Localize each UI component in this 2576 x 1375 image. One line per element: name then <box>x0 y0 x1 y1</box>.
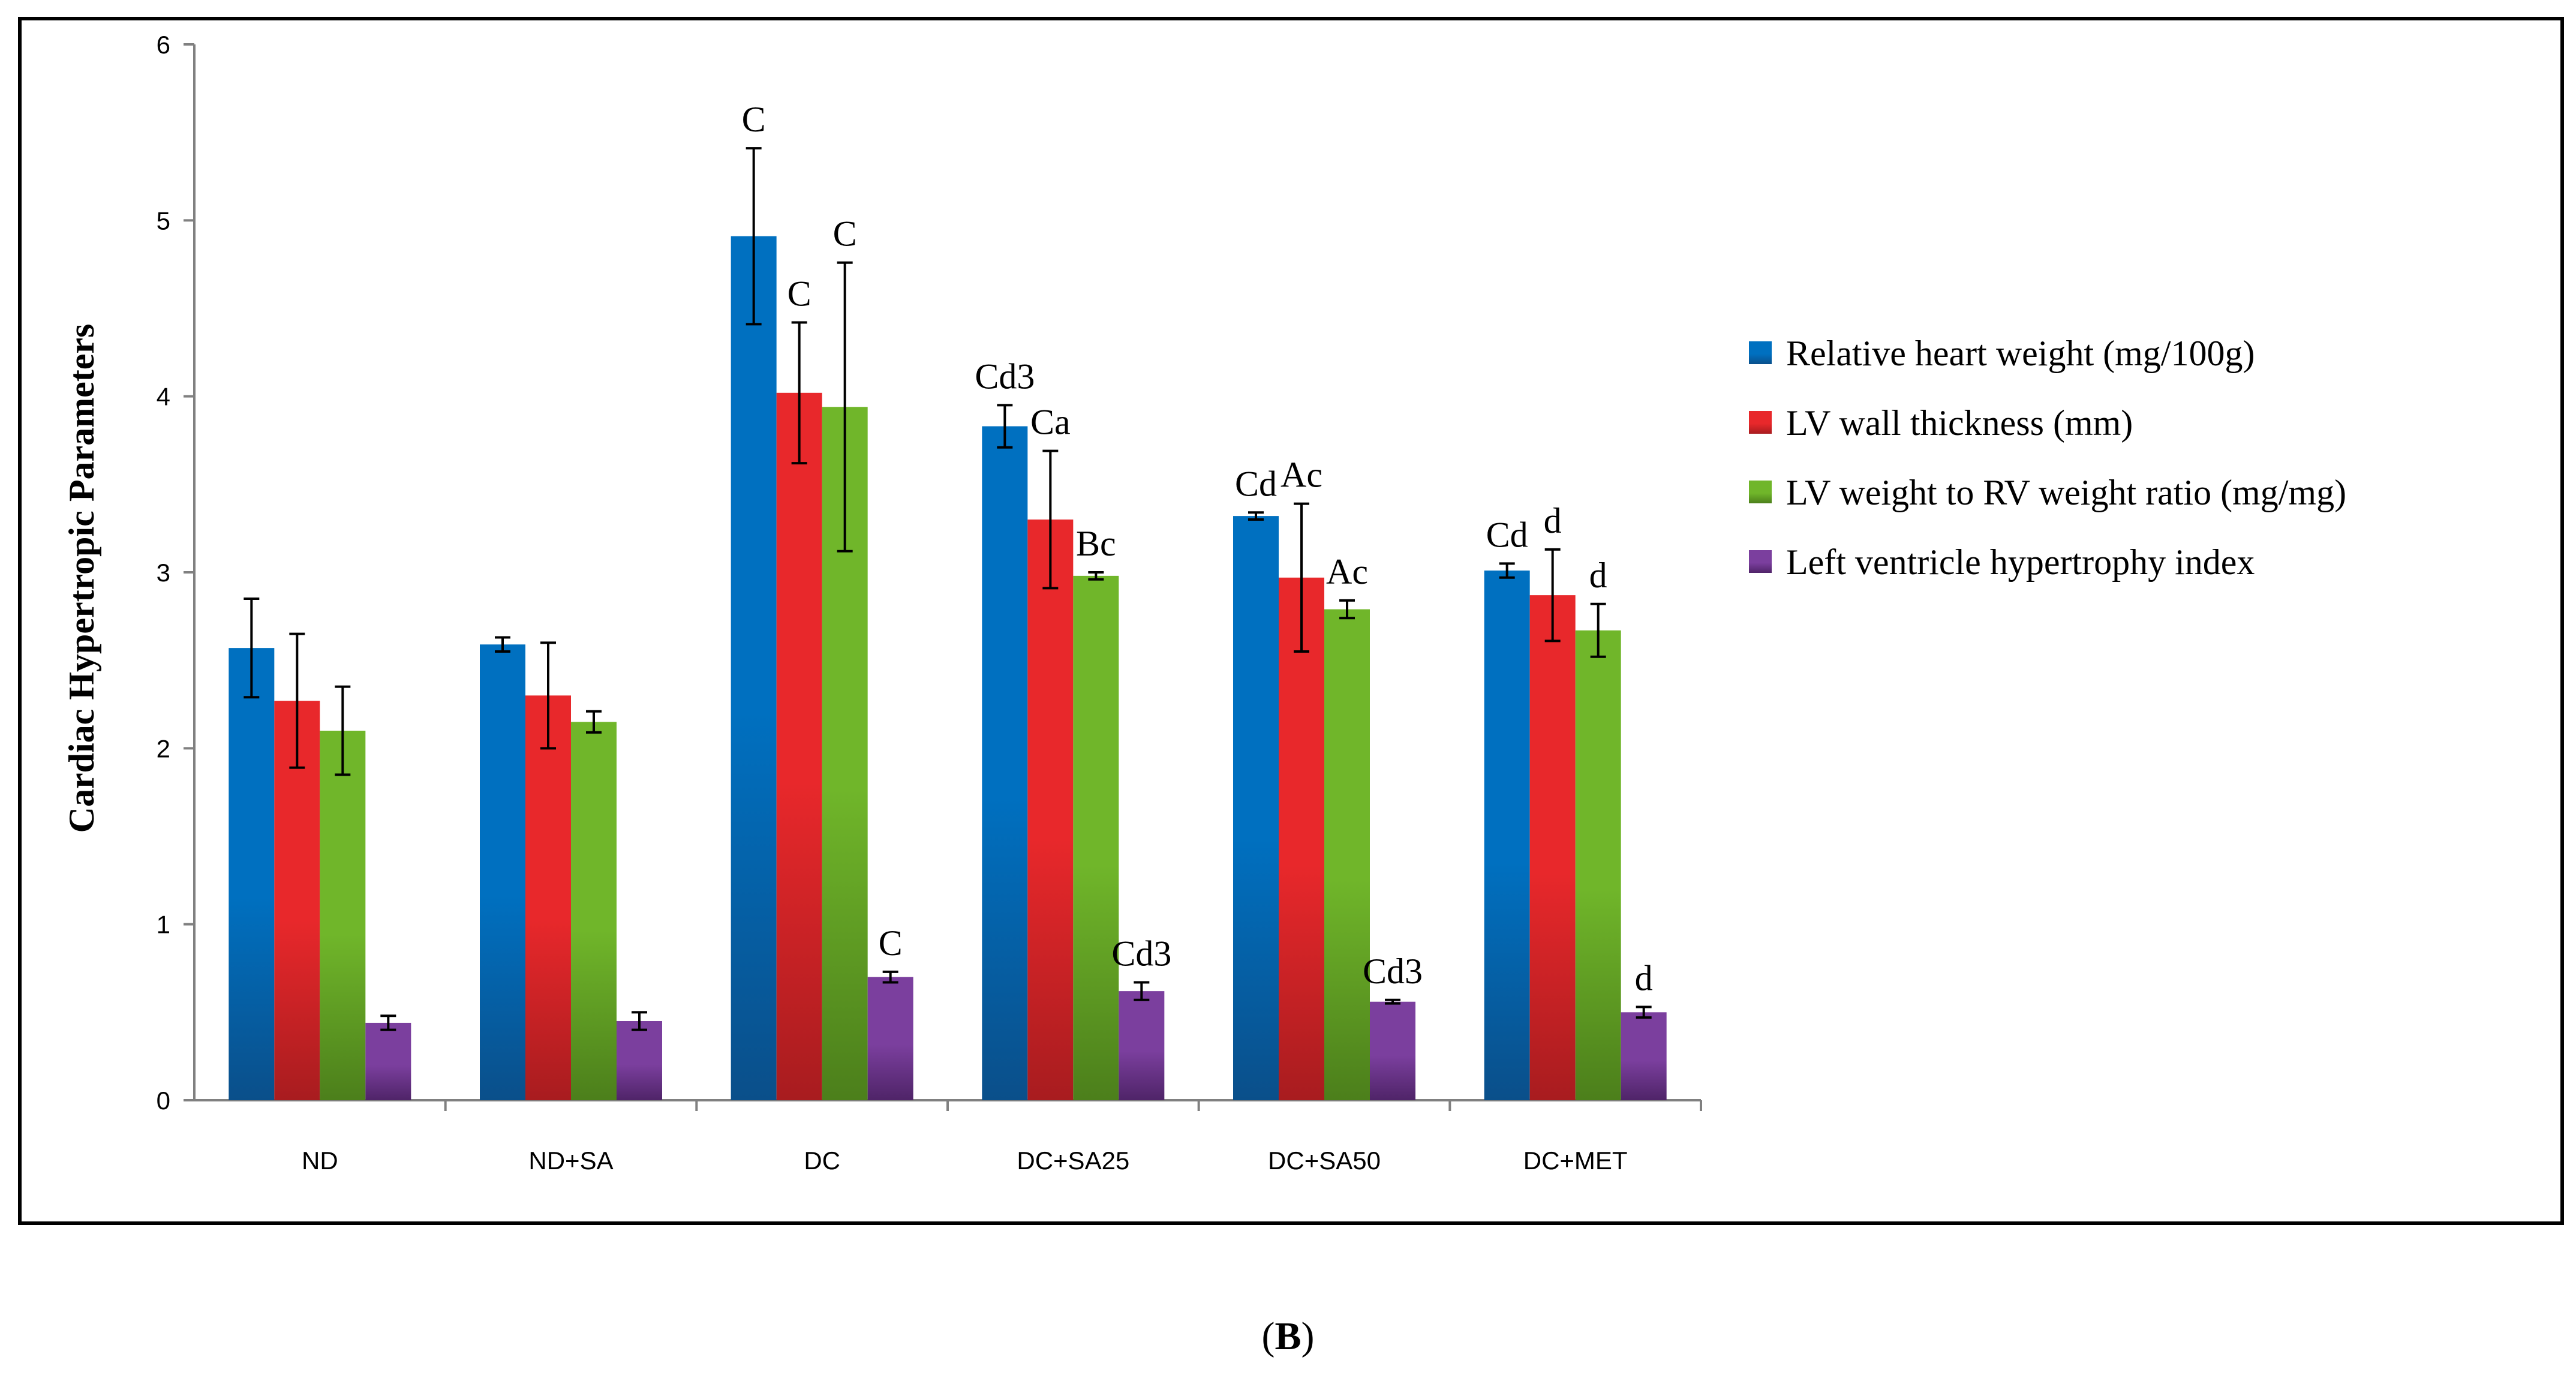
significance-label: Cd3 <box>975 356 1035 396</box>
legend-swatch <box>1749 550 1772 573</box>
significance-label: d <box>1635 959 1653 998</box>
significance-label: Ca <box>1030 403 1071 442</box>
legend-label: Relative heart weight (mg/100g) <box>1786 334 2255 373</box>
bar <box>1073 575 1119 1100</box>
x-tick-label: DC <box>804 1146 840 1175</box>
significance-label: Cd <box>1235 464 1277 503</box>
significance-label: C <box>833 214 857 254</box>
significance-label: C <box>742 100 766 139</box>
y-tick-label: 6 <box>157 31 170 59</box>
bar <box>1233 516 1279 1100</box>
bar <box>1370 1001 1415 1100</box>
y-tick-label: 0 <box>157 1086 170 1115</box>
bar <box>571 722 617 1100</box>
bar <box>1575 630 1621 1100</box>
x-tick-label: DC+MET <box>1523 1146 1628 1175</box>
legend: Relative heart weight (mg/100g) LV wall t… <box>1749 334 2346 582</box>
bar <box>525 695 571 1100</box>
legend-label: LV weight to RV weight ratio (mg/mg) <box>1786 473 2346 512</box>
bar <box>1324 609 1370 1100</box>
caption-open-paren: ( <box>1261 1314 1275 1358</box>
bar <box>1279 577 1324 1100</box>
y-tick-label: 4 <box>157 383 170 411</box>
legend-swatch <box>1749 411 1772 434</box>
bar <box>365 1022 411 1100</box>
caption-close-paren: ) <box>1301 1314 1315 1358</box>
significance-label: C <box>879 923 903 963</box>
bar <box>867 977 913 1100</box>
significance-label: Cd <box>1486 515 1528 554</box>
bar <box>229 648 275 1100</box>
x-tick-label: ND+SA <box>528 1146 613 1175</box>
bar <box>1529 595 1576 1100</box>
legend-swatch <box>1749 341 1772 364</box>
axes: 0 1 2 3 4 5 6 ND ND+SA DC DC+SA25 DC+SA50 DC+MET <box>157 31 1702 1175</box>
bar <box>982 426 1028 1100</box>
bar <box>320 731 366 1100</box>
significance-label: Ac <box>1326 552 1368 592</box>
bar <box>731 236 777 1100</box>
significance-label: d <box>1544 501 1562 541</box>
legend-label: LV wall thickness (mm) <box>1786 403 2133 443</box>
figure-caption: (B) <box>0 1314 2576 1359</box>
bar <box>776 392 822 1100</box>
legend-label: Left ventricle hypertrophy index <box>1786 542 2255 582</box>
y-tick-label: 3 <box>157 559 170 587</box>
y-tick-label: 1 <box>157 911 170 939</box>
x-tick-label: DC+SA25 <box>1017 1146 1129 1175</box>
y-tick-label: 2 <box>157 734 170 762</box>
bar <box>1484 571 1530 1100</box>
error-bars <box>244 147 1652 1031</box>
bar <box>1621 1012 1667 1100</box>
significance-label: Cd3 <box>1363 951 1423 991</box>
y-axis-label: Cardiac Hypertropic Parameters <box>62 324 101 833</box>
bar <box>1027 520 1074 1100</box>
legend-swatch <box>1749 481 1772 503</box>
bars <box>229 236 1667 1101</box>
caption-label: B <box>1275 1314 1301 1358</box>
significance-label: Ac <box>1281 455 1322 495</box>
significance-label: C <box>787 274 811 313</box>
significance-label: Cd3 <box>1111 933 1171 973</box>
bar <box>617 1021 662 1100</box>
y-tick-label: 5 <box>157 206 170 235</box>
bar <box>1119 991 1165 1100</box>
x-tick-label: DC+SA50 <box>1268 1146 1381 1175</box>
significance-label: Bc <box>1076 524 1116 563</box>
x-tick-label: ND <box>302 1146 338 1175</box>
significance-label: d <box>1589 556 1607 595</box>
bar <box>480 644 525 1100</box>
